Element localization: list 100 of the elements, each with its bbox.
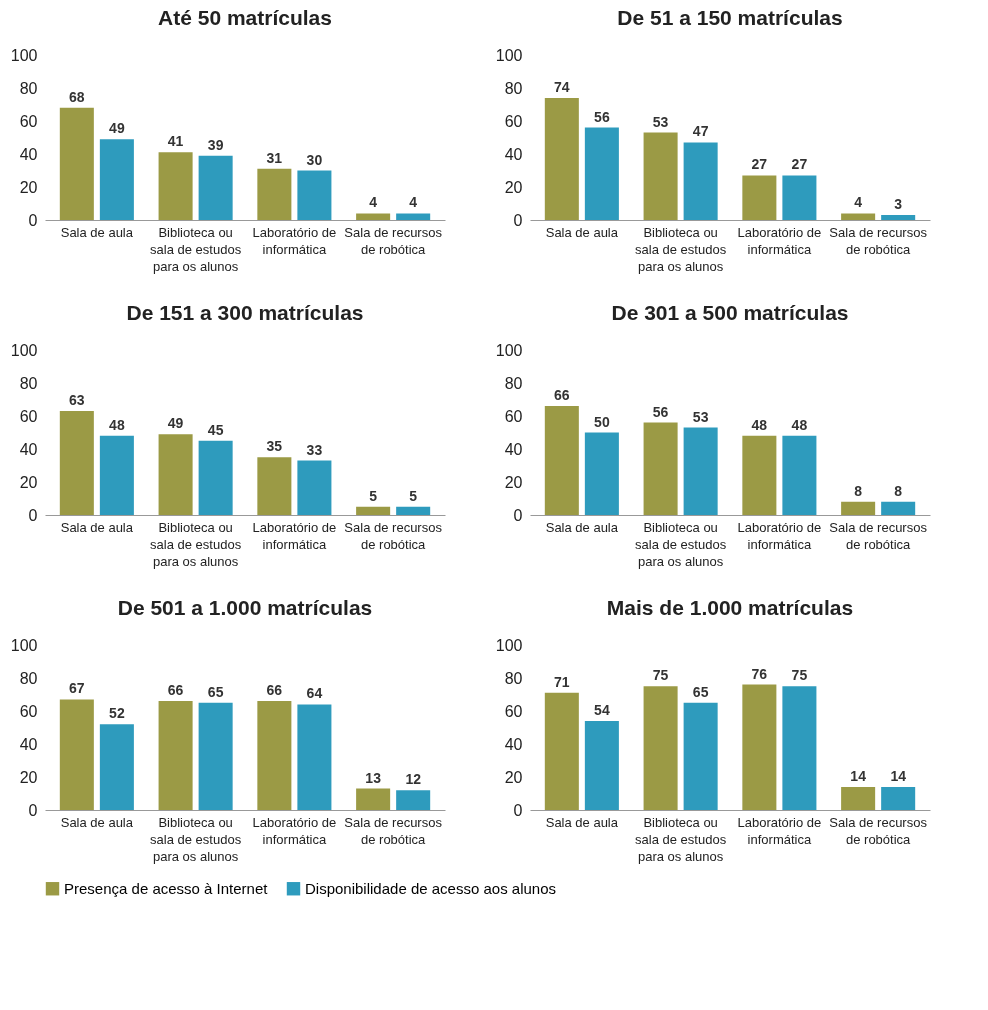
data-label: 66 bbox=[167, 682, 184, 699]
data-label: 30 bbox=[306, 151, 323, 168]
bar bbox=[841, 213, 876, 220]
bar bbox=[396, 506, 431, 515]
y-tick-label: 100 bbox=[10, 636, 38, 654]
x-tick-label: Biblioteca ou sala de estudos para os alunos bbox=[150, 814, 242, 864]
data-label: 13 bbox=[365, 769, 382, 786]
bar bbox=[643, 422, 678, 515]
data-label: 4 bbox=[854, 194, 863, 211]
chart-title: De 151 a 300 matrículas bbox=[126, 301, 364, 324]
data-label: 8 bbox=[854, 482, 863, 499]
x-tick-label: Biblioteca ou sala de estudos para os alunos bbox=[635, 519, 727, 569]
y-tick-label: 40 bbox=[19, 735, 38, 753]
data-label: 14 bbox=[890, 767, 907, 784]
chart-title: De 51 a 150 matrículas bbox=[617, 6, 843, 29]
x-tick-label: Laboratório de informática bbox=[737, 814, 822, 847]
bar bbox=[782, 686, 817, 810]
bar bbox=[99, 724, 134, 810]
legend-label: Disponibilidade de acesso aos alunos bbox=[305, 879, 557, 897]
x-tick-label: Biblioteca ou sala de estudos para os alunos bbox=[150, 519, 242, 569]
data-label: 76 bbox=[751, 665, 768, 682]
bar bbox=[297, 704, 332, 810]
y-tick-label: 0 bbox=[513, 801, 523, 819]
data-label: 64 bbox=[306, 685, 323, 702]
data-label: 54 bbox=[594, 701, 610, 718]
bar bbox=[356, 788, 391, 810]
y-tick-label: 60 bbox=[19, 112, 38, 130]
y-tick-label: 80 bbox=[504, 374, 523, 392]
x-tick-label: Sala de recursos de robótica bbox=[829, 519, 928, 552]
y-tick-label: 20 bbox=[504, 768, 523, 786]
data-label: 53 bbox=[692, 408, 709, 425]
chart-title: Mais de 1.000 matrículas bbox=[606, 596, 854, 619]
x-tick-label: Sala de recursos de robótica bbox=[344, 224, 443, 257]
data-label: 74 bbox=[554, 78, 570, 95]
data-label: 67 bbox=[69, 680, 85, 697]
data-label: 5 bbox=[369, 487, 378, 504]
data-label: 66 bbox=[266, 682, 283, 699]
y-tick-label: 20 bbox=[19, 768, 38, 786]
y-tick-label: 100 bbox=[495, 341, 523, 359]
bar bbox=[158, 152, 193, 220]
data-label: 4 bbox=[369, 194, 378, 211]
y-tick-label: 60 bbox=[19, 702, 38, 720]
y-tick-label: 100 bbox=[10, 46, 38, 64]
bar bbox=[396, 790, 431, 810]
y-tick-label: 40 bbox=[504, 440, 523, 458]
data-label: 27 bbox=[791, 156, 808, 173]
y-tick-label: 100 bbox=[10, 341, 38, 359]
data-label: 33 bbox=[306, 441, 323, 458]
data-label: 3 bbox=[894, 196, 903, 213]
x-tick-label: Laboratório de informática bbox=[737, 519, 822, 552]
chart-title: De 301 a 500 matrículas bbox=[611, 301, 849, 324]
y-tick-label: 0 bbox=[28, 506, 38, 524]
y-tick-label: 60 bbox=[504, 407, 523, 425]
bar bbox=[584, 432, 619, 515]
bar bbox=[257, 701, 292, 810]
data-label: 12 bbox=[405, 771, 422, 788]
chart-title: De 501 a 1.000 matrículas bbox=[117, 596, 373, 619]
x-tick-label: Sala de recursos de robótica bbox=[829, 224, 928, 257]
bar bbox=[158, 701, 193, 810]
y-tick-label: 60 bbox=[504, 702, 523, 720]
bar bbox=[683, 142, 718, 220]
data-label: 14 bbox=[850, 767, 867, 784]
bar bbox=[584, 127, 619, 220]
data-label: 49 bbox=[109, 120, 125, 137]
bar bbox=[742, 684, 777, 810]
data-label: 45 bbox=[207, 421, 224, 438]
bar bbox=[59, 411, 94, 515]
y-tick-label: 20 bbox=[504, 473, 523, 491]
data-label: 27 bbox=[751, 156, 768, 173]
bar bbox=[881, 215, 916, 220]
x-tick-label: Biblioteca ou sala de estudos para os alunos bbox=[150, 224, 242, 274]
bar bbox=[881, 786, 916, 810]
x-tick-label: Laboratório de informática bbox=[252, 224, 337, 257]
y-tick-label: 60 bbox=[504, 112, 523, 130]
x-tick-label: Laboratório de informática bbox=[737, 224, 822, 257]
y-tick-label: 0 bbox=[28, 211, 38, 229]
y-tick-label: 20 bbox=[504, 178, 523, 196]
data-label: 48 bbox=[791, 416, 808, 433]
bar bbox=[683, 427, 718, 515]
data-label: 4 bbox=[409, 194, 418, 211]
bar bbox=[881, 501, 916, 515]
bar bbox=[158, 434, 193, 515]
data-label: 39 bbox=[207, 136, 224, 153]
x-tick-label: Biblioteca ou sala de estudos para os alunos bbox=[635, 814, 727, 864]
y-tick-label: 40 bbox=[19, 440, 38, 458]
data-label: 41 bbox=[167, 133, 184, 150]
x-tick-label: Sala de aula bbox=[60, 519, 134, 535]
legend-label: Presença de acesso à Internet bbox=[64, 879, 269, 897]
data-label: 75 bbox=[791, 667, 808, 684]
y-tick-label: 20 bbox=[19, 473, 38, 491]
bar bbox=[683, 702, 718, 810]
data-label: 48 bbox=[751, 416, 768, 433]
data-label: 31 bbox=[266, 149, 283, 166]
data-label: 75 bbox=[652, 667, 669, 684]
data-label: 48 bbox=[109, 416, 125, 433]
data-label: 63 bbox=[69, 392, 85, 409]
x-tick-label: Sala de aula bbox=[60, 224, 134, 240]
x-tick-label: Sala de recursos de robótica bbox=[344, 519, 443, 552]
data-label: 68 bbox=[69, 88, 85, 105]
x-tick-label: Laboratório de informática bbox=[252, 814, 337, 847]
